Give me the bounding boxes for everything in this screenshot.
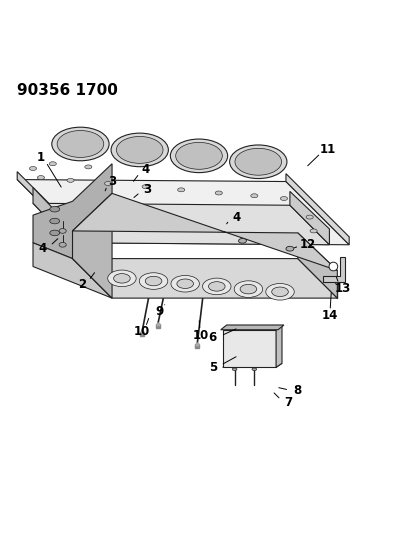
Ellipse shape — [50, 230, 60, 236]
Ellipse shape — [230, 145, 287, 179]
Text: 7: 7 — [284, 397, 292, 409]
Polygon shape — [223, 364, 282, 367]
Ellipse shape — [251, 194, 258, 198]
Ellipse shape — [50, 206, 60, 212]
Polygon shape — [17, 172, 80, 243]
Text: 9: 9 — [155, 305, 164, 318]
Ellipse shape — [176, 142, 222, 169]
Polygon shape — [33, 243, 112, 298]
Polygon shape — [72, 259, 338, 298]
Polygon shape — [221, 325, 284, 330]
Polygon shape — [290, 191, 330, 245]
Text: 90356 1700: 90356 1700 — [17, 83, 118, 98]
Ellipse shape — [49, 162, 57, 166]
Ellipse shape — [266, 284, 294, 300]
Ellipse shape — [171, 276, 199, 292]
Polygon shape — [72, 193, 112, 298]
Ellipse shape — [139, 273, 168, 289]
Ellipse shape — [281, 197, 287, 200]
Ellipse shape — [232, 368, 237, 370]
Ellipse shape — [203, 278, 231, 295]
Ellipse shape — [170, 139, 228, 173]
Text: 10: 10 — [134, 325, 150, 338]
Ellipse shape — [116, 136, 163, 163]
Ellipse shape — [59, 229, 66, 233]
Polygon shape — [33, 164, 112, 259]
Polygon shape — [276, 326, 282, 367]
Text: 10: 10 — [193, 329, 209, 342]
Ellipse shape — [114, 273, 130, 283]
Ellipse shape — [215, 191, 222, 195]
Polygon shape — [72, 193, 338, 270]
Polygon shape — [324, 256, 345, 282]
Ellipse shape — [37, 175, 45, 180]
Text: 3: 3 — [108, 175, 116, 188]
Ellipse shape — [306, 215, 313, 219]
Ellipse shape — [235, 148, 282, 175]
Text: 14: 14 — [321, 309, 338, 322]
Ellipse shape — [142, 185, 149, 189]
Text: 13: 13 — [335, 282, 351, 295]
Ellipse shape — [240, 285, 257, 294]
Ellipse shape — [177, 279, 193, 288]
Ellipse shape — [310, 229, 317, 233]
Text: 4: 4 — [142, 163, 150, 176]
Polygon shape — [298, 233, 338, 298]
Ellipse shape — [85, 165, 92, 169]
Text: 4: 4 — [232, 211, 241, 224]
Ellipse shape — [329, 262, 338, 271]
Ellipse shape — [50, 219, 60, 224]
Polygon shape — [17, 180, 349, 245]
Ellipse shape — [336, 282, 339, 285]
Ellipse shape — [145, 276, 162, 286]
Text: 6: 6 — [209, 331, 217, 344]
Ellipse shape — [108, 270, 136, 287]
Text: 12: 12 — [300, 238, 316, 251]
Ellipse shape — [272, 287, 288, 296]
Ellipse shape — [286, 246, 294, 251]
Polygon shape — [33, 188, 70, 243]
Text: 11: 11 — [319, 143, 336, 156]
Ellipse shape — [111, 133, 168, 167]
Ellipse shape — [105, 182, 112, 185]
Text: 8: 8 — [294, 384, 302, 398]
Ellipse shape — [59, 243, 66, 247]
Text: 2: 2 — [78, 278, 86, 291]
Text: 5: 5 — [209, 361, 217, 374]
Ellipse shape — [57, 131, 104, 157]
Text: 3: 3 — [144, 183, 152, 196]
Polygon shape — [223, 330, 276, 367]
Text: 4: 4 — [39, 242, 47, 255]
Ellipse shape — [29, 166, 37, 171]
Ellipse shape — [52, 127, 109, 161]
Ellipse shape — [67, 179, 74, 182]
Text: 1: 1 — [37, 151, 45, 164]
Polygon shape — [33, 203, 330, 245]
Ellipse shape — [252, 368, 257, 370]
Ellipse shape — [234, 281, 263, 297]
Ellipse shape — [209, 281, 225, 291]
Ellipse shape — [178, 188, 185, 192]
Ellipse shape — [238, 238, 246, 243]
Polygon shape — [286, 174, 349, 245]
